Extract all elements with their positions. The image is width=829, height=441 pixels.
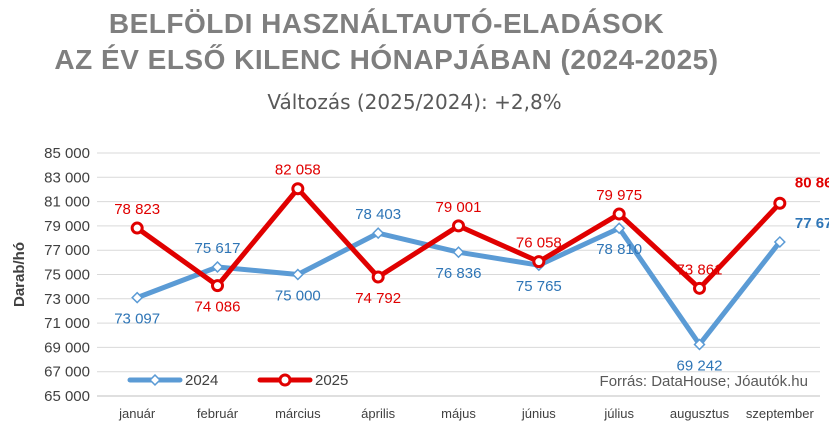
- data-point-2024: [372, 227, 385, 240]
- data-label-2025: 73 861: [677, 261, 723, 278]
- y-tick-label: 71 000: [44, 315, 90, 332]
- data-point-2025: [130, 221, 144, 235]
- data-label-2025: 78 823: [114, 201, 160, 218]
- x-tick-label: január: [118, 406, 156, 421]
- data-point-2025: [371, 270, 385, 284]
- y-tick-label: 81 000: [44, 194, 90, 211]
- source-note: Forrás: DataHouse; Jóautók.hu: [600, 373, 808, 390]
- data-label-2024: 78 403: [355, 206, 401, 223]
- data-label-2025: 80 862: [795, 174, 829, 191]
- x-tick-label: február: [197, 406, 239, 421]
- data-point-2025: [452, 219, 465, 233]
- data-label-2024: 78 810: [596, 241, 642, 258]
- data-label-2025: 79 975: [596, 187, 642, 204]
- data-point-2024: [131, 291, 144, 304]
- y-tick-label: 65 000: [44, 388, 90, 405]
- data-label-2024: 73 097: [114, 311, 160, 328]
- y-tick-label: 77 000: [44, 242, 90, 259]
- legend-marker-2024: [148, 373, 162, 387]
- data-label-2025: 82 058: [275, 162, 321, 179]
- data-label-2025: 79 001: [436, 199, 482, 216]
- y-tick-label: 69 000: [44, 339, 90, 356]
- y-tick-label: 75 000: [44, 267, 90, 284]
- data-point-2024: [452, 246, 465, 259]
- data-point-2025: [612, 207, 626, 221]
- y-axis-label: Darab/hó: [11, 242, 28, 307]
- data-point-2024: [613, 222, 626, 235]
- x-tick-label: július: [603, 406, 634, 421]
- data-label-2025: 74 086: [195, 299, 241, 316]
- y-tick-label: 85 000: [44, 145, 90, 162]
- y-tick-label: 83 000: [44, 169, 90, 186]
- chart-title-line-1: BELFÖLDI HASZNÁLTAUTÓ-ELADÁSOK: [108, 8, 665, 39]
- data-label-2024: 76 836: [436, 265, 482, 282]
- data-label-2024: 75 765: [516, 278, 562, 295]
- chart-subtitle: Változás (2025/2024): +2,8%: [267, 90, 562, 114]
- x-tick-label: augusztus: [670, 406, 730, 421]
- data-label-2025: 74 792: [355, 290, 401, 307]
- legend-label-2024: 2024: [185, 372, 218, 389]
- data-point-2025: [291, 182, 305, 196]
- data-label-2025: 76 058: [516, 235, 562, 252]
- data-point-2025: [773, 196, 787, 210]
- y-tick-label: 79 000: [44, 218, 90, 235]
- x-tick-label: szeptember: [746, 406, 815, 421]
- data-point-2024: [773, 235, 786, 248]
- data-point-2024: [291, 268, 304, 281]
- data-point-2025: [532, 255, 546, 269]
- data-label-2024: 75 000: [275, 288, 321, 305]
- data-label-2024: 77 679: [795, 215, 829, 232]
- y-tick-label: 73 000: [44, 291, 90, 308]
- x-tick-label: március: [275, 406, 321, 421]
- data-point-2025: [211, 279, 224, 293]
- x-tick-label: április: [361, 406, 395, 421]
- legend-label-2025: 2025: [315, 372, 348, 389]
- data-label-2024: 75 617: [195, 240, 241, 257]
- x-tick-label: június: [521, 406, 556, 421]
- chart-title-line-2: AZ ÉV ELSŐ KILENC HÓNAPJÁBAN (2024-2025): [54, 44, 719, 75]
- y-tick-label: 67 000: [44, 364, 90, 381]
- x-tick-label: május: [441, 406, 476, 421]
- data-point-2024: [211, 260, 224, 274]
- legend-marker-2025: [278, 373, 292, 387]
- data-point-2024: [693, 338, 706, 351]
- data-point-2025: [693, 281, 706, 295]
- data-label-2024: 69 242: [677, 357, 723, 374]
